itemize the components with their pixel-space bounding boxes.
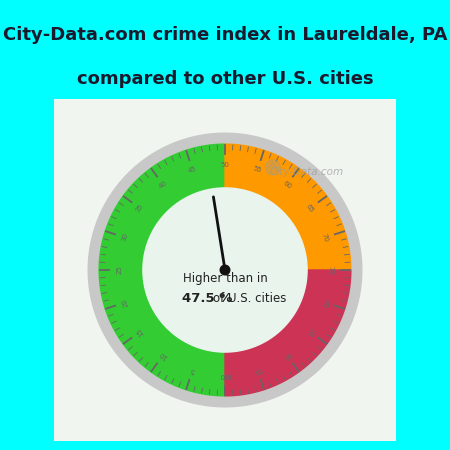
Text: 10: 10 [158,350,168,360]
Text: 5: 5 [189,367,195,374]
Polygon shape [225,144,351,270]
Text: 47.5 %: 47.5 % [182,292,232,305]
Text: 75: 75 [327,266,333,274]
Text: City-Data.com: City-Data.com [270,166,344,176]
FancyBboxPatch shape [51,96,399,444]
Text: 80: 80 [321,297,329,308]
Text: City-Data.com crime index in Laureldale, PA: City-Data.com crime index in Laureldale,… [3,26,447,44]
Polygon shape [225,270,351,396]
Text: 40: 40 [158,180,168,190]
Polygon shape [99,144,225,396]
Text: 35: 35 [135,203,145,213]
Text: 0: 0 [223,372,227,378]
Text: 100: 100 [218,372,232,378]
Text: 15: 15 [135,327,145,337]
Text: 85: 85 [305,327,315,337]
Text: 60: 60 [282,180,292,190]
Text: 50: 50 [220,162,230,168]
Text: 30: 30 [121,232,129,243]
Text: Higher than in: Higher than in [183,272,267,285]
Circle shape [266,160,280,175]
Polygon shape [147,192,303,348]
Text: 25: 25 [117,266,123,274]
Text: 55: 55 [252,166,263,174]
Text: 20: 20 [121,297,129,308]
Text: 70: 70 [321,232,329,243]
Polygon shape [143,188,307,352]
Circle shape [220,265,230,275]
Text: of U.S. cities: of U.S. cities [213,292,286,305]
Polygon shape [143,188,307,352]
Polygon shape [88,133,362,407]
Text: 45: 45 [187,166,198,174]
Text: 90: 90 [282,350,292,360]
Text: 65: 65 [305,203,315,213]
Text: compared to other U.S. cities: compared to other U.S. cities [76,70,373,88]
Text: 95: 95 [252,366,263,374]
